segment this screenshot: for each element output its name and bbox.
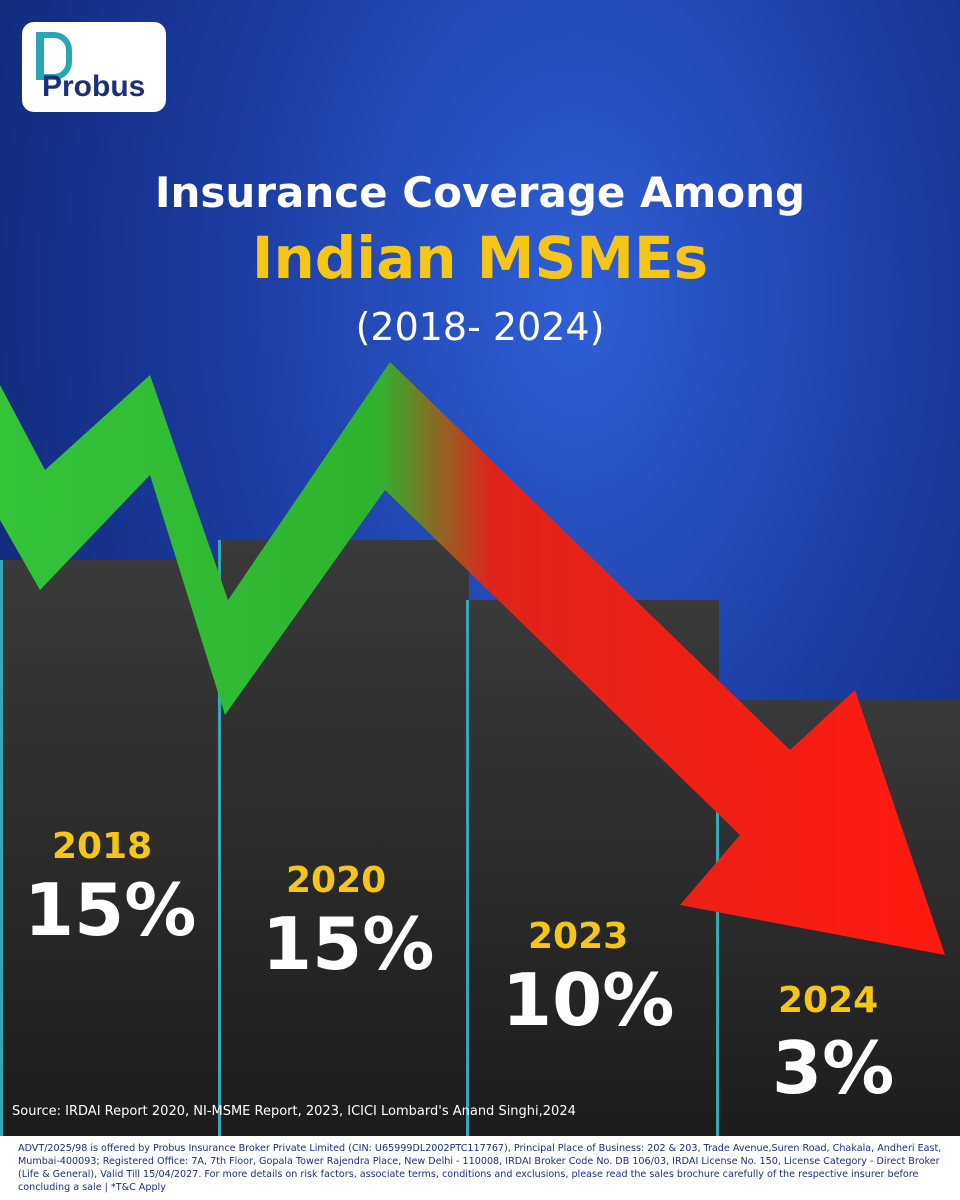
disclaimer: ADVT/2025/98 is offered by Probus Insura…: [18, 1143, 942, 1193]
year: 2023: [528, 916, 629, 957]
trend-arrow: [0, 362, 945, 955]
source: Source: IRDAI Report 2020, NI-MSME Repor…: [12, 1104, 576, 1119]
logo: Probus: [22, 22, 166, 112]
stat-value: 3%: [772, 1026, 895, 1110]
title: Insurance Coverage Among: [154, 168, 806, 217]
title-highlight: Indian MSMEs: [251, 224, 709, 292]
stat-value: 15%: [24, 868, 197, 952]
brand: Probus: [42, 70, 146, 103]
stat-value: 15%: [262, 902, 435, 986]
footer: [0, 1136, 960, 1200]
year: 2018: [52, 826, 153, 867]
stat-value: 10%: [502, 958, 675, 1042]
photo-panel: [0, 560, 221, 1136]
subtitle: (2018- 2024): [355, 305, 605, 349]
year: 2020: [286, 860, 387, 901]
year: 2024: [778, 980, 879, 1021]
